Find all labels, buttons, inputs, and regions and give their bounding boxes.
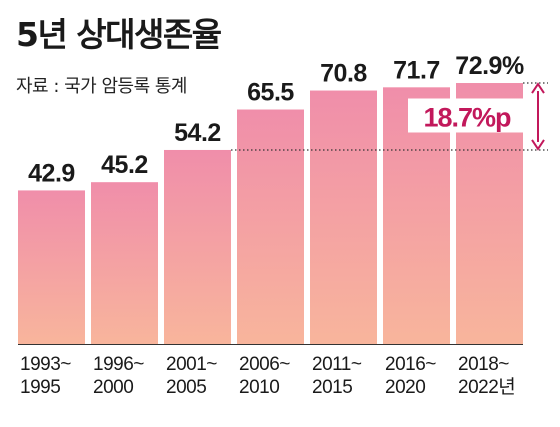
value-label-5: 71.7	[393, 56, 440, 84]
value-label-6: 72.9%	[455, 52, 524, 80]
category-label-1-1: 2000	[93, 377, 133, 398]
category-label-4-0: 2011~	[312, 354, 362, 375]
bar-4	[310, 90, 377, 344]
category-label-0-1: 1995	[20, 377, 60, 398]
category-label-3-0: 2006~	[239, 354, 290, 375]
arrow-up-icon	[531, 82, 545, 94]
bar-2	[164, 149, 231, 344]
chart-title: 5년 상대생존율	[16, 15, 222, 54]
category-label-3-1: 2010	[239, 377, 279, 398]
arrow-down-icon	[531, 139, 545, 151]
category-label-6-0: 2018~	[458, 354, 509, 375]
category-label-5-1: 2020	[385, 377, 425, 398]
difference-label-bg	[408, 98, 526, 133]
difference-label: 18.7%p	[423, 102, 511, 132]
value-label-2: 54.2	[174, 119, 221, 147]
bar-3	[237, 109, 304, 344]
category-label-1-0: 1996~	[93, 354, 144, 375]
value-label-0: 42.9	[28, 159, 75, 187]
annotation-group: 18.7%p	[231, 82, 548, 151]
category-label-2-0: 2001~	[166, 354, 217, 375]
labels-group: 42.9 1993~1995 45.2 1996~2000 54.2 2001~2005 6…	[20, 52, 524, 398]
value-label-4: 70.8	[320, 60, 367, 88]
value-label-3: 65.5	[247, 79, 294, 107]
bar-0	[18, 190, 85, 344]
category-label-2-1: 2005	[166, 377, 206, 398]
category-label-6-1: 2022년	[458, 376, 515, 398]
category-label-4-1: 2015	[312, 377, 352, 398]
source-note: 자료 : 국가 암등록 통계	[16, 76, 188, 97]
bar-1	[91, 182, 158, 344]
value-label-1: 45.2	[101, 151, 148, 179]
category-label-0-0: 1993~	[20, 354, 71, 375]
category-label-5-0: 2016~	[385, 354, 436, 375]
